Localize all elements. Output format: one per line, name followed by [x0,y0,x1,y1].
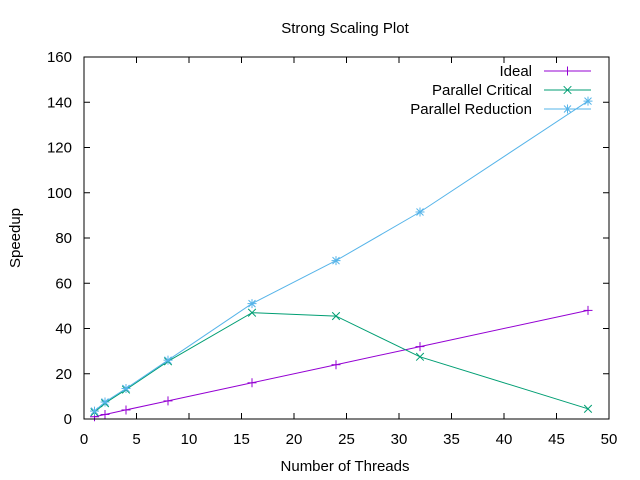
y-tick-label: 60 [55,275,72,292]
x-tick-label: 25 [338,431,355,448]
series-parallel-reduction [90,96,593,416]
axis-ticks: 0 5 10 15 20 25 30 35 40 45 50 0 20 40 60 80 100 120 140 16… [47,49,617,448]
data-point [247,299,257,309]
y-tick-label: 160 [47,49,72,66]
plot-frame [83,56,610,420]
legend-label: Ideal [499,63,532,80]
data-point [583,96,593,106]
data-point [331,360,341,370]
data-point [415,342,425,352]
marker-stroke [122,384,130,393]
x-tick-label: 40 [496,431,513,448]
marker-stroke [248,299,256,308]
marker-stroke [101,398,109,406]
y-tick-label: 80 [55,230,72,247]
series-line [94,312,589,413]
marker-stroke [247,308,257,317]
x-tick-label: 20 [286,431,303,448]
y-tick-label: 120 [47,140,72,157]
data-point [331,256,341,266]
data-point [121,405,131,415]
legend-marker [563,66,572,76]
y-tick-label: 0 [64,411,72,428]
data-point [583,305,593,315]
legend-marker [563,104,572,114]
x-tick-label: 30 [391,431,408,448]
marker-stroke [584,97,592,105]
series-line [94,100,589,412]
data-point [163,396,173,406]
series-layer [90,96,593,422]
data-point [163,355,173,365]
y-tick-label: 40 [55,321,72,338]
x-tick-label: 10 [181,431,198,448]
marker-stroke [332,256,340,265]
x-tick-label: 45 [548,431,565,448]
legend-label: Parallel Critical [432,82,532,99]
legend-label: Parallel Reduction [410,101,532,118]
x-tick-label: 5 [132,431,140,448]
y-axis-label: Speedup [7,208,24,268]
marker-stroke [416,208,424,216]
marker-stroke [583,404,593,413]
chart-title: Strong Scaling Plot [281,20,409,37]
data-point [90,406,99,416]
data-point [331,311,341,321]
marker-stroke [415,352,425,361]
marker-stroke [563,85,572,95]
data-point [415,207,425,217]
x-tick-label: 0 [80,431,88,448]
marker-stroke [90,407,99,415]
marker-stroke [563,105,572,113]
data-point [247,378,257,388]
data-point [121,383,131,393]
y-tick-label: 20 [55,366,72,383]
marker-stroke [164,356,172,365]
legend: Ideal Parallel Critical Parallel Reduction [410,63,591,118]
x-axis-label: Number of Threads [281,458,410,475]
y-tick-label: 100 [47,185,72,202]
data-point [100,409,110,419]
marker-stroke [331,311,341,321]
x-tick-label: 15 [233,431,250,448]
data-point [583,404,593,413]
x-tick-label: 50 [601,431,618,448]
legend-marker [563,85,572,95]
x-tick-label: 35 [443,431,460,448]
data-point [247,308,257,317]
data-point [100,397,110,407]
y-tick-label: 140 [47,94,72,111]
data-point [415,352,425,361]
